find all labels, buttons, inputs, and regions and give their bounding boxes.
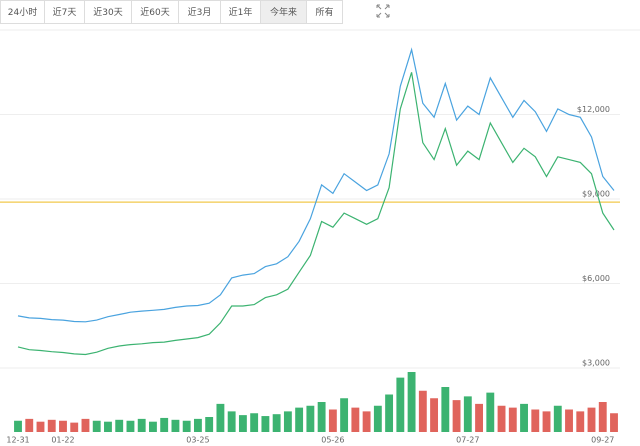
tab[interactable]: 近1年 — [220, 0, 261, 24]
volume-bar — [216, 403, 225, 432]
y-tick-label: $3,000 — [582, 359, 610, 368]
volume-bar — [14, 420, 22, 432]
volume-bar — [497, 405, 506, 432]
volume-bar — [385, 394, 394, 432]
volume-bar — [283, 411, 292, 432]
volume-bar — [272, 414, 281, 432]
volume-bar — [81, 418, 90, 432]
volume-bar — [610, 413, 618, 432]
tab-label: 近60天 — [140, 6, 169, 18]
volume-bar — [531, 409, 540, 432]
volume-bar — [553, 405, 562, 432]
volume-bar — [542, 411, 551, 432]
volume-bar — [328, 409, 337, 432]
x-tick-label: 03-25 — [186, 436, 209, 445]
volume-bar — [351, 407, 360, 432]
volume-bar — [306, 405, 315, 432]
volume-bar — [59, 420, 67, 432]
tab-label: 24小时 — [8, 6, 37, 18]
tab-label: 近1年 — [229, 6, 253, 18]
x-tick-label: 12-31 — [6, 436, 29, 445]
y-tick-label: $9,000 — [582, 190, 610, 199]
volume-bar — [576, 411, 585, 432]
volume-bar — [295, 407, 304, 432]
volume-bar — [160, 417, 169, 432]
volume-bar — [441, 387, 450, 432]
volume-bar — [508, 407, 517, 432]
volume-bar — [171, 419, 180, 432]
volume-bar — [193, 418, 202, 432]
volume-bar — [149, 421, 157, 432]
volume-bar — [115, 419, 124, 432]
volume-bar — [126, 420, 135, 432]
volume-bar — [47, 419, 56, 432]
tab-label: 近30天 — [93, 6, 122, 18]
volume-bar — [373, 405, 382, 432]
volume-bar — [25, 418, 34, 432]
volume-bar — [520, 403, 528, 432]
tab-label: 今年来 — [270, 6, 297, 18]
volume-bar — [565, 409, 573, 432]
y-tick-label: $6,000 — [582, 274, 610, 283]
volume-bar — [317, 402, 326, 432]
volume-bar — [92, 420, 101, 432]
volume-bar — [137, 418, 146, 432]
volume-bar — [340, 398, 349, 432]
tab[interactable]: 今年来 — [260, 0, 307, 24]
tab[interactable]: 24小时 — [0, 0, 45, 24]
volume-bar — [182, 420, 191, 432]
x-tick-label: 07-27 — [456, 436, 479, 445]
volume-bar — [362, 411, 371, 432]
tab-box — [306, 0, 343, 24]
tab-label: 所有 — [315, 6, 333, 18]
volume-bar — [227, 411, 236, 432]
volume-bar — [418, 390, 427, 432]
x-tick-label: 05-26 — [321, 436, 344, 445]
volume-bar — [598, 402, 607, 432]
volume-bar — [261, 416, 270, 432]
volume-bar — [463, 396, 472, 432]
tab[interactable]: 所有 — [306, 0, 343, 24]
tab-label: 近3月 — [188, 6, 212, 18]
volume-bar — [36, 421, 45, 432]
x-tick-label: 01-22 — [51, 436, 74, 445]
volume-bar — [250, 413, 259, 432]
volume-bar — [475, 403, 483, 432]
volume-bar — [238, 415, 247, 432]
volume-bar — [407, 372, 416, 432]
volume-bar — [587, 407, 596, 432]
y-tick-label: $12,000 — [577, 105, 610, 114]
volume-bar — [430, 398, 439, 432]
tab[interactable]: 近30天 — [84, 0, 132, 24]
price-line — [17, 47, 615, 323]
volume-bar — [70, 422, 79, 432]
tab[interactable]: 近3月 — [178, 0, 221, 24]
price-line — [17, 72, 615, 356]
x-tick-label: 09-27 — [591, 436, 614, 445]
expand-icon[interactable] — [376, 4, 390, 18]
volume-bar — [205, 417, 214, 432]
volume-bar — [104, 421, 112, 432]
tab-label: 近7天 — [53, 6, 77, 18]
volume-bar — [452, 400, 461, 432]
volume-bar — [396, 377, 405, 432]
volume-bar — [486, 392, 495, 432]
tab[interactable]: 近60天 — [131, 0, 179, 24]
tab[interactable]: 近7天 — [44, 0, 85, 24]
